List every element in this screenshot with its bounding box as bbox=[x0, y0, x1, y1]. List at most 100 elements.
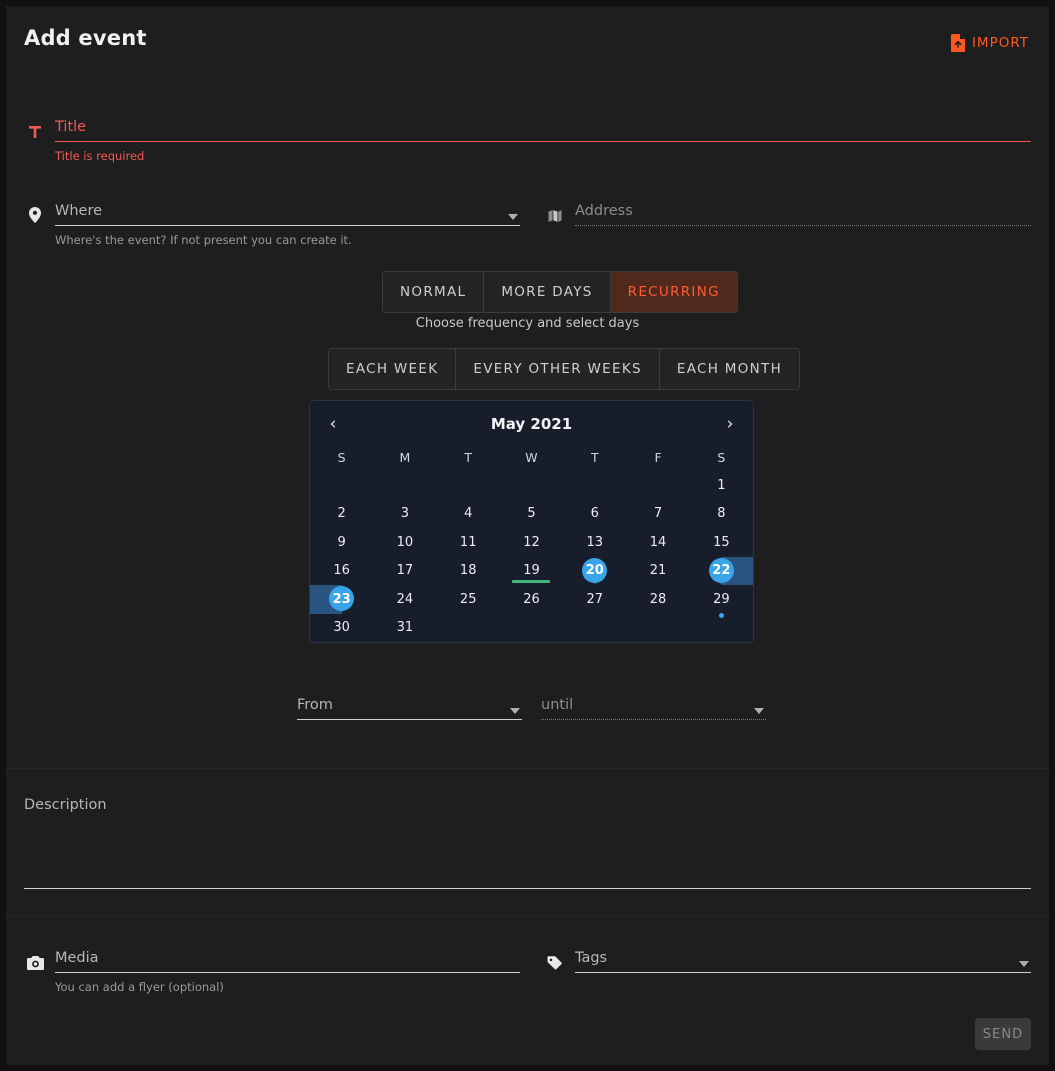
freq-each-week[interactable]: EACH WEEK bbox=[329, 349, 457, 389]
tags-input[interactable]: Tags bbox=[575, 950, 608, 966]
calendar-day-7[interactable]: 7 bbox=[626, 500, 689, 529]
calendar-day-number: 22 bbox=[712, 563, 731, 579]
calendar-day-23[interactable]: 23 bbox=[310, 585, 373, 614]
calendar-day-number: 8 bbox=[717, 506, 726, 522]
tab-more-days[interactable]: MORE DAYS bbox=[484, 272, 611, 312]
calendar-day-number: 26 bbox=[523, 591, 540, 607]
calendar-day-number: 28 bbox=[649, 591, 667, 607]
calendar-day-number: 30 bbox=[333, 620, 350, 636]
calendar-day-12[interactable]: 12 bbox=[500, 528, 563, 557]
text-format-icon bbox=[24, 125, 46, 142]
media-field-row: Media You can add a flyer (optional) bbox=[24, 949, 520, 994]
freq-every-other-weeks[interactable]: EVERY OTHER WEEKS bbox=[456, 349, 660, 389]
calendar-day-number: 24 bbox=[396, 591, 414, 607]
calendar-event-dot bbox=[718, 612, 724, 618]
calendar-day-number: 6 bbox=[590, 506, 599, 522]
calendar-day-number: 1 bbox=[717, 477, 726, 493]
calendar-day-10[interactable]: 10 bbox=[373, 528, 436, 557]
from-input[interactable]: From bbox=[297, 697, 333, 713]
freq-each-month[interactable]: EACH MONTH bbox=[659, 349, 800, 389]
description-label: Description bbox=[24, 797, 107, 813]
chevron-right-icon[interactable]: › bbox=[717, 411, 743, 437]
calendar-day-16[interactable]: 16 bbox=[310, 557, 373, 586]
from-underline bbox=[297, 719, 522, 720]
calendar-day-number: 7 bbox=[653, 506, 663, 522]
calendar-day-30[interactable]: 30 bbox=[310, 614, 373, 643]
address-input[interactable]: Address bbox=[575, 203, 633, 219]
where-input[interactable]: Where bbox=[55, 203, 103, 219]
address-underline bbox=[575, 225, 1031, 226]
calendar-day-26[interactable]: 26 bbox=[500, 585, 563, 614]
calendar-day-2[interactable]: 2 bbox=[310, 500, 373, 529]
calendar-day-22[interactable]: 22 bbox=[690, 556, 753, 585]
calendar-day-13[interactable]: 13 bbox=[563, 528, 626, 557]
description-underline bbox=[24, 888, 1031, 889]
calendar-day-number: 15 bbox=[713, 534, 730, 550]
calendar-empty-cell bbox=[500, 471, 563, 500]
media-input[interactable]: Media bbox=[55, 950, 99, 966]
calendar-day-number: 9 bbox=[337, 534, 346, 550]
camera-icon bbox=[24, 956, 46, 973]
calendar-day-number: 12 bbox=[523, 534, 540, 550]
calendar-selected-pin-icon bbox=[708, 557, 734, 584]
send-button[interactable]: SEND bbox=[975, 1018, 1031, 1050]
where-underline bbox=[55, 225, 520, 226]
calendar-day-6[interactable]: 6 bbox=[563, 500, 626, 529]
calendar-day-29[interactable]: 29 bbox=[690, 585, 753, 618]
calendar-weekday-3: W bbox=[525, 450, 538, 465]
calendar-today-indicator bbox=[512, 580, 551, 583]
calendar-day-25[interactable]: 25 bbox=[437, 585, 500, 614]
from-chevron-down-icon[interactable] bbox=[510, 708, 520, 714]
media-hint-text: You can add a flyer (optional) bbox=[55, 980, 224, 994]
calendar-day-number: 20 bbox=[585, 563, 604, 579]
calendar-day-number: 23 bbox=[332, 591, 351, 607]
import-button[interactable]: IMPORT bbox=[949, 30, 1031, 56]
calendar-day-18[interactable]: 18 bbox=[437, 557, 500, 586]
calendar-day-27[interactable]: 27 bbox=[563, 585, 626, 614]
mode-tab-group: NORMAL MORE DAYS RECURRING bbox=[382, 271, 738, 313]
description-textarea[interactable] bbox=[24, 786, 1031, 888]
calendar-day-21[interactable]: 21 bbox=[626, 557, 689, 586]
until-field-row: until bbox=[541, 696, 766, 720]
calendar-day-17[interactable]: 17 bbox=[373, 557, 436, 586]
calendar-weekday-1: M bbox=[399, 450, 411, 465]
calendar-day-20[interactable]: 20 bbox=[563, 557, 626, 586]
calendar-day-grid: 1 2 3 4 5 6 7 8 9 10 11 12 13 14 15 16 17 18 19 20 21 22 23 24 2… bbox=[310, 471, 753, 642]
where-chevron-down-icon[interactable] bbox=[508, 214, 518, 220]
section-divider-media bbox=[6, 916, 1049, 917]
tags-underline bbox=[575, 972, 1031, 973]
calendar-empty-cell bbox=[310, 471, 373, 500]
calendar-day-24[interactable]: 24 bbox=[373, 585, 436, 614]
chevron-left-icon[interactable]: ‹ bbox=[320, 411, 346, 437]
calendar-day-9[interactable]: 9 bbox=[310, 528, 373, 557]
where-field-row: Where Where's the event? If not present … bbox=[24, 202, 520, 247]
calendar-day-number: 10 bbox=[396, 534, 414, 550]
calendar-day-28[interactable]: 28 bbox=[626, 585, 689, 614]
calendar-day-31[interactable]: 31 bbox=[373, 614, 436, 643]
calendar-weekday-6: S bbox=[717, 450, 726, 465]
calendar-day-14[interactable]: 14 bbox=[626, 528, 689, 557]
title-input[interactable]: Title bbox=[55, 119, 87, 135]
until-chevron-down-icon[interactable] bbox=[754, 708, 764, 714]
calendar-day-19[interactable]: 19 bbox=[500, 557, 563, 586]
import-label: IMPORT bbox=[971, 35, 1029, 51]
mode-caption: Choose frequency and select days bbox=[415, 316, 640, 331]
calendar-weekday-0: S bbox=[337, 450, 346, 465]
until-input[interactable]: until bbox=[541, 697, 574, 713]
calendar-empty-cell bbox=[626, 471, 689, 500]
calendar-day-8[interactable]: 8 bbox=[690, 500, 753, 529]
tags-chevron-down-icon[interactable] bbox=[1019, 961, 1029, 967]
calendar-day-4[interactable]: 4 bbox=[437, 500, 500, 529]
calendar-day-5[interactable]: 5 bbox=[500, 500, 563, 529]
calendar-day-15[interactable]: 15 bbox=[690, 528, 753, 557]
calendar-day-3[interactable]: 3 bbox=[373, 500, 436, 529]
dialog-header: Add event IMPORT bbox=[6, 6, 1049, 78]
where-hint-text: Where's the event? If not present you ca… bbox=[55, 233, 352, 247]
calendar-day-1[interactable]: 1 bbox=[690, 471, 753, 500]
calendar-day-11[interactable]: 11 bbox=[437, 528, 500, 557]
tab-normal[interactable]: NORMAL bbox=[383, 272, 485, 312]
map-icon bbox=[544, 209, 566, 226]
tab-recurring[interactable]: RECURRING bbox=[610, 272, 737, 312]
